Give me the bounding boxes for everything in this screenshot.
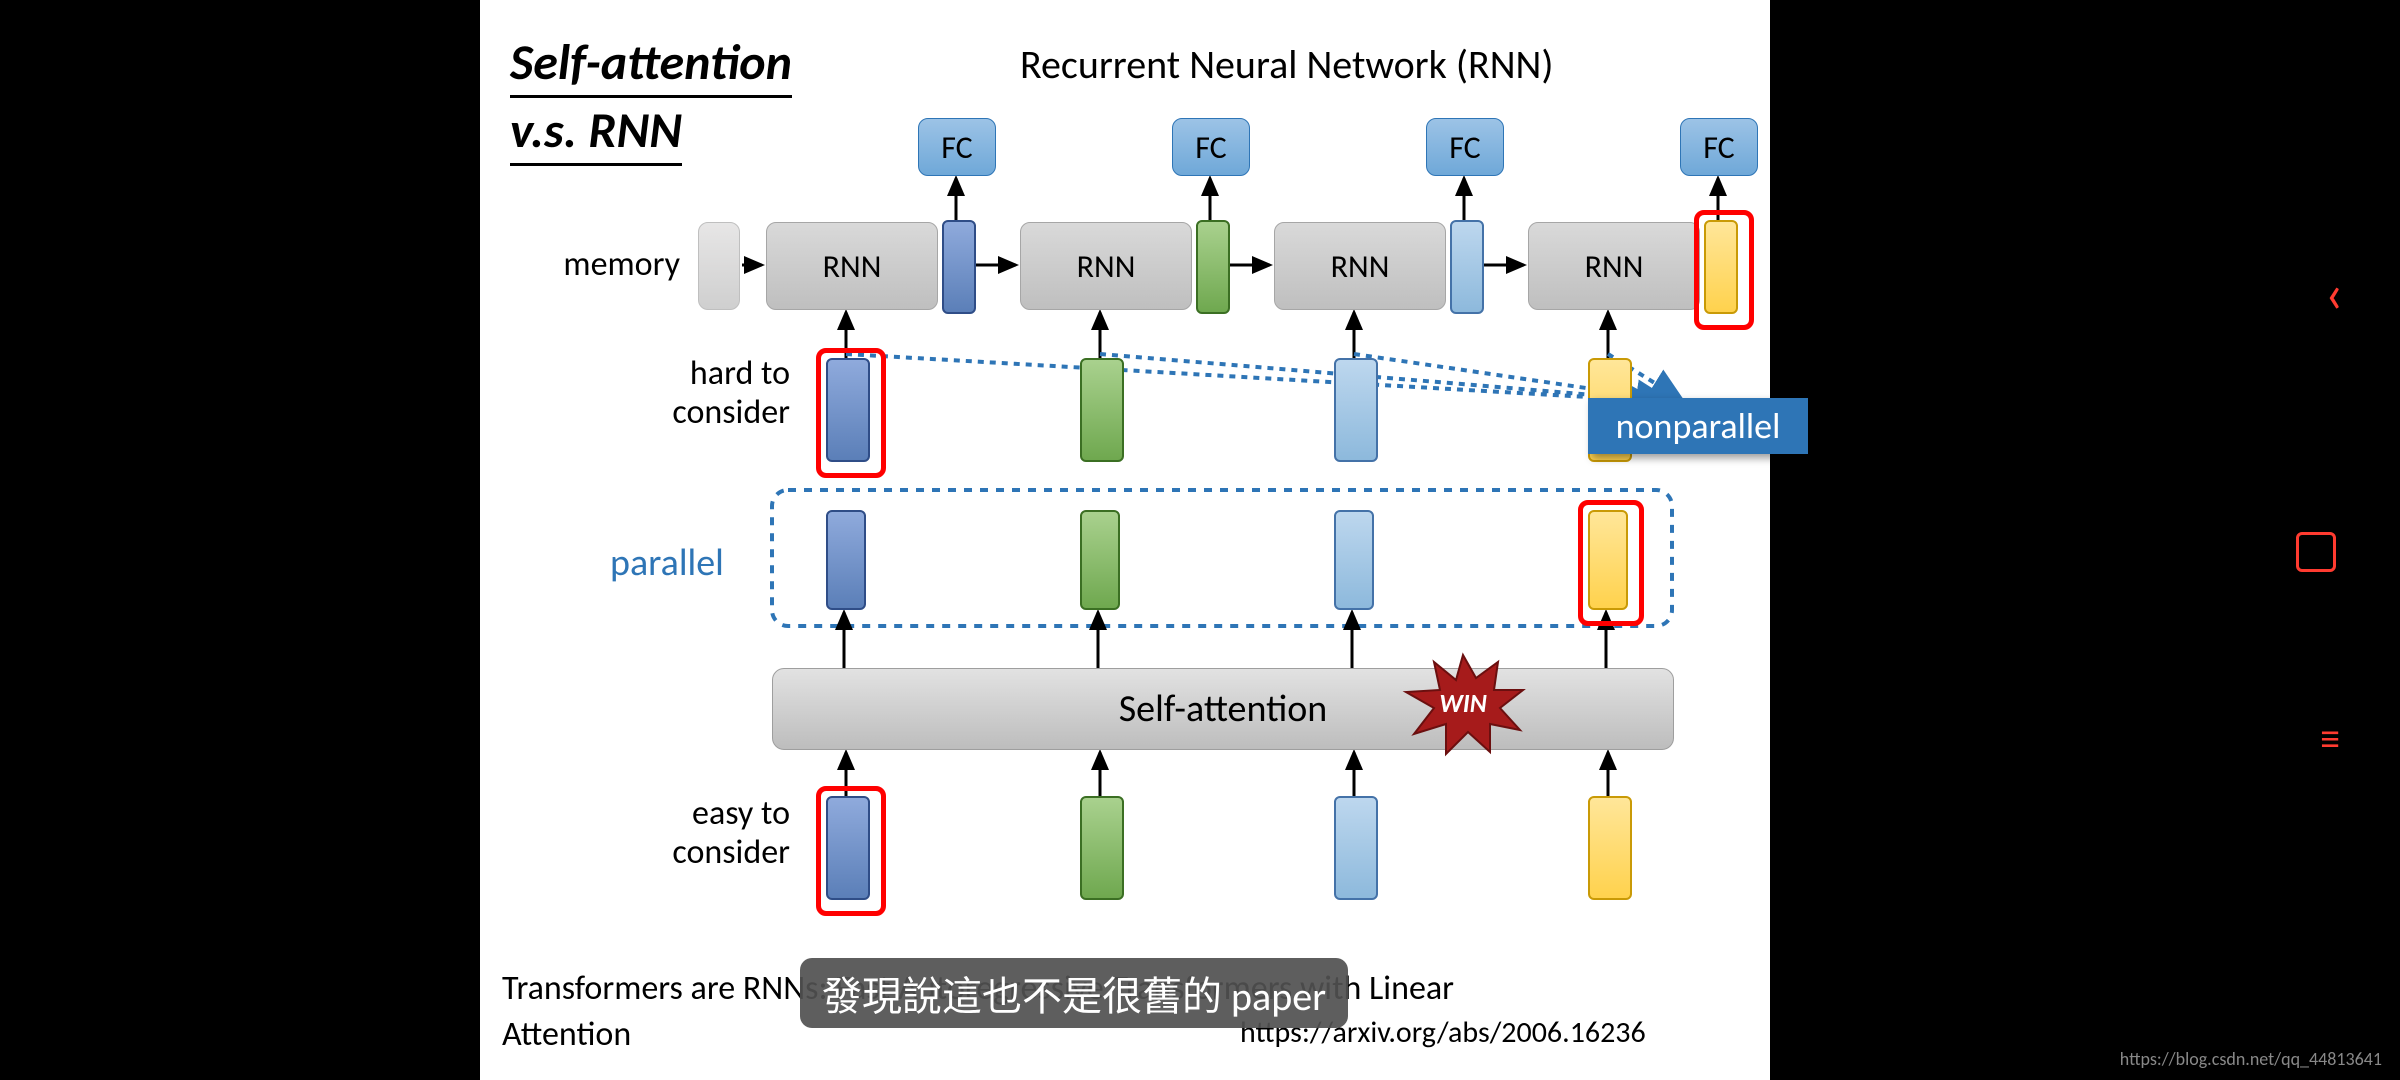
fc-box-0: FC [918,118,996,176]
red-ring-rnn-in [816,348,886,478]
easy-line2: consider [672,832,790,873]
hard-line1: hard to [690,353,790,394]
attn-out-pill-1 [1080,510,1120,610]
nav-back-icon[interactable]: ‹ [2325,260,2344,328]
win-starburst: WIN [1398,650,1528,760]
rnn-out-pill-0 [942,220,976,314]
memory-box [698,222,740,310]
attn-in-pill-1 [1080,796,1124,900]
red-ring-rnn-out [1694,210,1754,330]
rnn-in-pill-2 [1334,358,1378,462]
rnn-box-3: RNN [1528,222,1700,310]
rnn-out-pill-2 [1450,220,1484,314]
screenshot-root: ‹ ≡ Self-attention v.s. RNN Recurrent Ne… [0,0,2400,1080]
red-ring-attn-in [816,786,886,916]
rnn-out-pill-1 [1196,220,1230,314]
fc-box-3: FC [1680,118,1758,176]
footer-citation-line2: Attention [502,1014,631,1055]
rnn-box-1: RNN [1020,222,1192,310]
hard-line2: consider [672,392,790,433]
rnn-box-0: RNN [766,222,938,310]
watermark: https://blog.csdn.net/qq_44813641 [2120,1048,2382,1070]
attn-out-pill-2 [1334,510,1374,610]
attn-in-pill-3 [1588,796,1632,900]
rnn-box-2: RNN [1274,222,1446,310]
memory-label: memory [490,244,680,285]
hard-to-consider-label: hard to consider [490,354,790,432]
slide: Self-attention v.s. RNN Recurrent Neural… [480,0,1770,1080]
nav-menu-icon[interactable]: ≡ [2320,714,2340,763]
red-ring-attn-out [1578,500,1644,626]
nav-recent-icon[interactable] [2296,532,2336,572]
parallel-label: parallel [610,540,724,586]
win-text: WIN [1439,687,1487,719]
fc-box-1: FC [1172,118,1250,176]
video-caption: 發現說這也不是很舊的 paper [800,958,1348,1028]
easy-line1: easy to [692,793,790,834]
easy-to-consider-label: easy to consider [490,794,790,872]
attn-in-pill-2 [1334,796,1378,900]
nonparallel-badge: nonparallel [1588,398,1808,454]
rnn-in-pill-1 [1080,358,1124,462]
self-attention-box: Self-attention [772,668,1674,750]
attn-out-pill-0 [826,510,866,610]
fc-box-2: FC [1426,118,1504,176]
